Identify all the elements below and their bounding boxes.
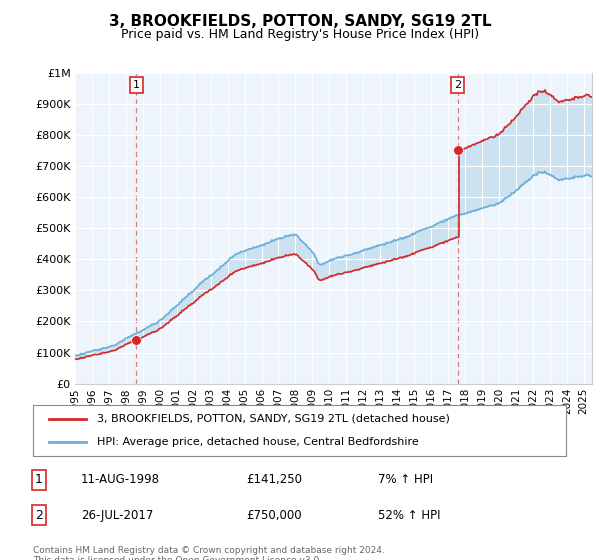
Text: 3, BROOKFIELDS, POTTON, SANDY, SG19 2TL (detached house): 3, BROOKFIELDS, POTTON, SANDY, SG19 2TL … xyxy=(97,414,450,424)
Text: 52% ↑ HPI: 52% ↑ HPI xyxy=(378,508,440,522)
FancyBboxPatch shape xyxy=(33,405,566,456)
Text: 7% ↑ HPI: 7% ↑ HPI xyxy=(378,473,433,487)
Text: 11-AUG-1998: 11-AUG-1998 xyxy=(81,473,160,487)
Text: Price paid vs. HM Land Registry's House Price Index (HPI): Price paid vs. HM Land Registry's House … xyxy=(121,28,479,41)
Text: HPI: Average price, detached house, Central Bedfordshire: HPI: Average price, detached house, Cent… xyxy=(97,437,419,447)
Text: 26-JUL-2017: 26-JUL-2017 xyxy=(81,508,154,522)
Text: 1: 1 xyxy=(35,473,43,487)
Text: 1: 1 xyxy=(133,80,140,90)
Text: Contains HM Land Registry data © Crown copyright and database right 2024.
This d: Contains HM Land Registry data © Crown c… xyxy=(33,546,385,560)
Text: £141,250: £141,250 xyxy=(246,473,302,487)
Text: £750,000: £750,000 xyxy=(246,508,302,522)
Text: 2: 2 xyxy=(454,80,461,90)
Text: 3, BROOKFIELDS, POTTON, SANDY, SG19 2TL: 3, BROOKFIELDS, POTTON, SANDY, SG19 2TL xyxy=(109,14,491,29)
Text: 2: 2 xyxy=(35,508,43,522)
